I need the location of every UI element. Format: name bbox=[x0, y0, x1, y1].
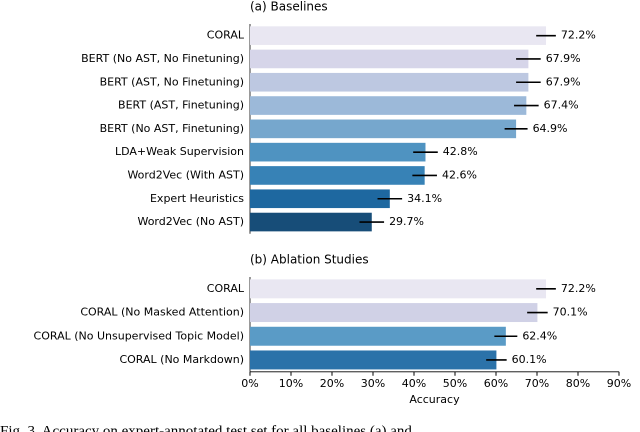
x-tick-label: 30% bbox=[361, 377, 385, 390]
bar bbox=[250, 189, 390, 209]
bar bbox=[250, 49, 529, 69]
value-label: 42.6% bbox=[442, 168, 477, 181]
bar bbox=[250, 303, 538, 323]
category-label: Word2Vec (With AST) bbox=[127, 168, 244, 181]
bar bbox=[250, 72, 529, 92]
bar bbox=[250, 279, 547, 299]
category-label: BERT (AST, No Finetuning) bbox=[100, 75, 244, 88]
category-label: BERT (No AST, No Finetuning) bbox=[81, 52, 244, 65]
panel-title: (a) Baselines bbox=[250, 0, 328, 14]
panel-title: (b) Ablation Studies bbox=[250, 253, 369, 267]
category-label: CORAL bbox=[207, 29, 245, 42]
category-label: LDA+Weak Supervision bbox=[115, 145, 244, 158]
bar bbox=[250, 326, 506, 346]
value-label: 60.1% bbox=[512, 353, 547, 366]
value-label: 34.1% bbox=[407, 192, 442, 205]
x-tick-label: 0% bbox=[241, 377, 258, 390]
x-tick-label: 20% bbox=[320, 377, 344, 390]
bar bbox=[250, 119, 517, 139]
value-label: 67.9% bbox=[546, 75, 581, 88]
value-label: 70.1% bbox=[553, 306, 588, 319]
value-label: 64.9% bbox=[533, 122, 568, 135]
value-label: 62.4% bbox=[522, 329, 557, 342]
bar bbox=[250, 96, 527, 115]
category-label: Word2Vec (No AST) bbox=[137, 215, 244, 228]
bar bbox=[250, 26, 547, 45]
value-label: 67.9% bbox=[546, 52, 581, 65]
category-label: Expert Heuristics bbox=[150, 192, 244, 205]
x-tick-label: 80% bbox=[566, 377, 590, 390]
category-label: CORAL bbox=[207, 282, 245, 295]
value-label: 67.4% bbox=[544, 99, 579, 112]
x-tick-label: 60% bbox=[484, 377, 508, 390]
x-axis-label: Accuracy bbox=[409, 393, 460, 406]
x-tick-label: 50% bbox=[443, 377, 467, 390]
x-tick-label: 40% bbox=[402, 377, 426, 390]
category-label: BERT (No AST, Finetuning) bbox=[100, 122, 244, 135]
caption: Fig. 3. Accuracy on expert-annotated tes… bbox=[0, 423, 412, 432]
category-label: CORAL (No Masked Attention) bbox=[80, 306, 244, 319]
bar bbox=[250, 142, 426, 162]
x-tick-label: 90% bbox=[607, 377, 631, 390]
x-tick-label: 10% bbox=[279, 377, 303, 390]
bar bbox=[250, 350, 497, 370]
x-tick-label: 70% bbox=[525, 377, 549, 390]
bar bbox=[250, 166, 425, 185]
value-label: 72.2% bbox=[561, 29, 596, 42]
category-label: CORAL (No Unsupervised Topic Model) bbox=[34, 329, 244, 342]
category-label: BERT (AST, Finetuning) bbox=[118, 99, 244, 112]
value-label: 72.2% bbox=[561, 282, 596, 295]
bar bbox=[250, 212, 372, 232]
value-label: 42.8% bbox=[443, 145, 478, 158]
category-label: CORAL (No Markdown) bbox=[119, 353, 244, 366]
value-label: 29.7% bbox=[389, 215, 424, 228]
